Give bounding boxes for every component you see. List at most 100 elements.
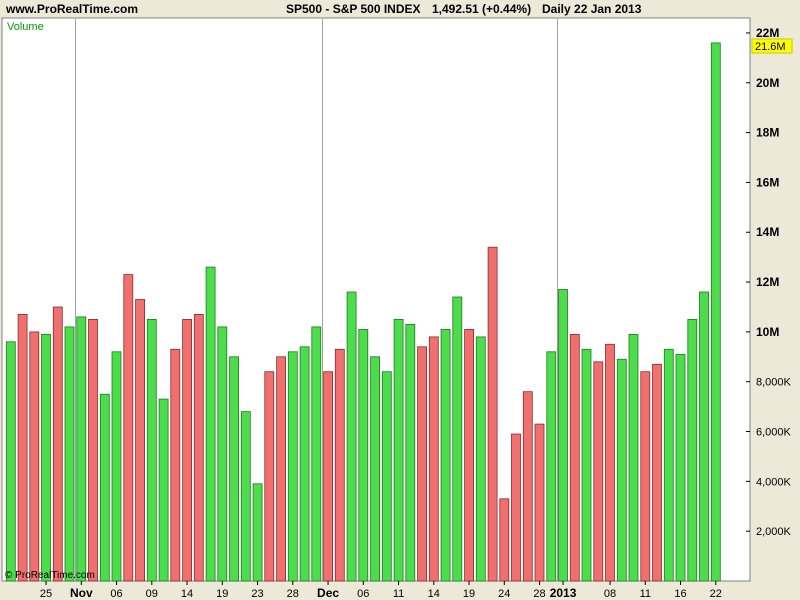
y-tick-label-2: 6,000K — [756, 427, 792, 439]
x-tick-label-10: 11 — [393, 588, 404, 600]
volume-bar-51 — [605, 343, 615, 582]
volume-bar-7 — [88, 318, 98, 582]
volume-bar-16 — [193, 313, 204, 582]
volume-bar-44 — [522, 391, 533, 582]
volume-bar-3 — [41, 333, 51, 582]
x-tick-label-18: 16 — [674, 588, 686, 600]
volume-bar-32 — [381, 371, 392, 582]
volume-bar-17 — [205, 266, 216, 582]
volume-bar-46 — [546, 351, 557, 582]
volume-bar-9 — [111, 351, 122, 582]
y-tick-label-3: 8,000K — [756, 377, 792, 389]
volume-bar-47 — [558, 289, 568, 582]
volume-bar-60 — [710, 42, 721, 582]
volume-bar-19 — [229, 356, 240, 582]
volume-bar-43 — [511, 433, 521, 582]
volume-bar-57 — [675, 353, 686, 582]
volume-bar-38 — [452, 296, 463, 582]
volume-bar-56 — [663, 348, 674, 582]
volume-bar-0 — [5, 341, 16, 582]
x-tick-label-7: 28 — [287, 588, 299, 600]
volume-bars — [5, 42, 721, 582]
y-tick-label-8: 18M — [756, 126, 779, 140]
x-tick-label-3: 09 — [146, 588, 158, 600]
y-tick-label-10: 22M — [756, 26, 779, 40]
x-tick-label-9: 06 — [357, 588, 369, 600]
x-tick-label-16: 08 — [604, 588, 616, 600]
volume-bar-29 — [346, 291, 357, 582]
x-tick-label-8: Dec — [317, 586, 339, 600]
volume-bar-11 — [135, 299, 146, 582]
volume-bar-21 — [252, 483, 263, 582]
volume-bar-49 — [581, 348, 592, 582]
x-tick-label-0: 25 — [40, 588, 52, 600]
period-date: Daily 22 Jan 2013 — [542, 2, 642, 16]
x-tick-label-19: 22 — [710, 588, 722, 600]
volume-bar-5 — [64, 326, 75, 582]
y-tick-label-9: 20M — [756, 76, 779, 90]
volume-bar-22 — [264, 371, 275, 582]
volume-bar-54 — [640, 371, 651, 582]
volume-bar-15 — [182, 318, 193, 582]
y-tick-label-5: 12M — [756, 275, 779, 289]
volume-bar-6 — [76, 316, 87, 582]
volume-bar-48 — [569, 333, 580, 582]
x-tick-label-11: 14 — [428, 588, 440, 600]
volume-bar-39 — [464, 328, 475, 582]
x-axis: 25 Nov 06 09 14 19 23 28 Dec 06 11 14 19 24 28 2013 08 11… — [40, 581, 722, 600]
volume-bar-42 — [499, 498, 510, 582]
instrument-title: SP500 - S&P 500 INDEX — [286, 2, 421, 16]
x-tick-label-2: 06 — [110, 588, 122, 600]
x-tick-label-1: Nov — [70, 586, 93, 600]
month-separators — [75, 19, 558, 581]
x-tick-label-4: 14 — [181, 588, 193, 600]
panel-label: Volume — [7, 21, 44, 33]
price-change: 1,492.51 (+0.44%) — [432, 2, 532, 16]
last-value-badge — [751, 38, 793, 54]
volume-bar-31 — [370, 356, 381, 582]
chart-header: www.ProRealTime.com SP500 - S&P 500 INDE… — [0, 0, 800, 18]
volume-bar-55 — [652, 363, 662, 582]
y-axis: 2,000K 4,000K 6,000K 8,000K 10M 12M 14M 16M 18M 2… — [746, 26, 792, 538]
x-tick-label-13: 24 — [498, 588, 510, 600]
volume-bar-10 — [123, 274, 134, 582]
volume-bar-35 — [417, 346, 428, 582]
volume-bar-8 — [99, 393, 110, 582]
y-tick-label-6: 14M — [756, 225, 779, 239]
volume-bar-2 — [29, 331, 40, 582]
y-tick-label-1: 4,000K — [756, 476, 792, 488]
y-tick-label-0: 2,000K — [756, 526, 792, 538]
volume-bar-34 — [405, 323, 416, 582]
site-name: www.ProRealTime.com — [6, 2, 139, 16]
volume-bar-20 — [240, 411, 251, 582]
volume-bar-59 — [699, 291, 709, 582]
x-tick-label-15: 2013 — [550, 586, 577, 600]
y-tick-label-7: 16M — [756, 175, 779, 189]
x-tick-label-5: 19 — [216, 588, 228, 600]
volume-bar-33 — [393, 318, 404, 582]
volume-bar-18 — [217, 326, 228, 582]
volume-bar-53 — [628, 333, 639, 582]
volume-bar-25 — [299, 346, 310, 582]
x-tick-label-12: 19 — [463, 588, 475, 600]
last-value-label: 21.6M — [755, 41, 786, 53]
x-tick-label-14: 28 — [533, 588, 545, 600]
x-tick-label-6: 23 — [251, 588, 263, 600]
volume-bar-50 — [593, 361, 604, 582]
y-tick-label-4: 10M — [756, 325, 779, 339]
volume-bar-13 — [158, 398, 169, 582]
volume-bar-1 — [17, 313, 28, 582]
volume-bar-23 — [276, 356, 287, 582]
copyright-text: © ProRealTime.com — [5, 570, 95, 581]
volume-bar-36 — [428, 336, 439, 582]
volume-bar-37 — [440, 328, 451, 582]
volume-bar-12 — [146, 318, 157, 582]
volume-bar-28 — [334, 348, 345, 582]
volume-bar-52 — [616, 358, 627, 582]
volume-bar-14 — [170, 348, 181, 582]
volume-bar-40 — [475, 336, 486, 582]
volume-bar-58 — [687, 318, 698, 582]
volume-bar-4 — [52, 306, 63, 582]
volume-bar-41 — [487, 246, 498, 582]
